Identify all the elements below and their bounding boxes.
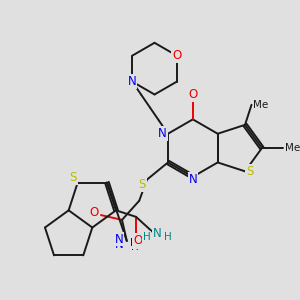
Text: N: N (188, 173, 197, 186)
Text: S: S (138, 178, 146, 191)
Text: S: S (69, 171, 76, 184)
Text: N: N (128, 75, 136, 88)
Text: N: N (115, 238, 124, 251)
Text: H: H (130, 242, 138, 252)
Text: S: S (246, 165, 253, 178)
Text: O: O (133, 234, 142, 247)
Text: H: H (143, 232, 151, 242)
Text: N: N (153, 227, 162, 240)
Text: O: O (90, 206, 99, 219)
Text: O: O (172, 49, 182, 62)
Text: O: O (188, 88, 197, 101)
Text: H: H (130, 238, 137, 248)
Text: N: N (158, 127, 167, 140)
Text: Me: Me (254, 100, 269, 110)
Text: N: N (115, 232, 124, 245)
Text: H: H (164, 232, 172, 242)
Text: Me: Me (285, 143, 300, 153)
